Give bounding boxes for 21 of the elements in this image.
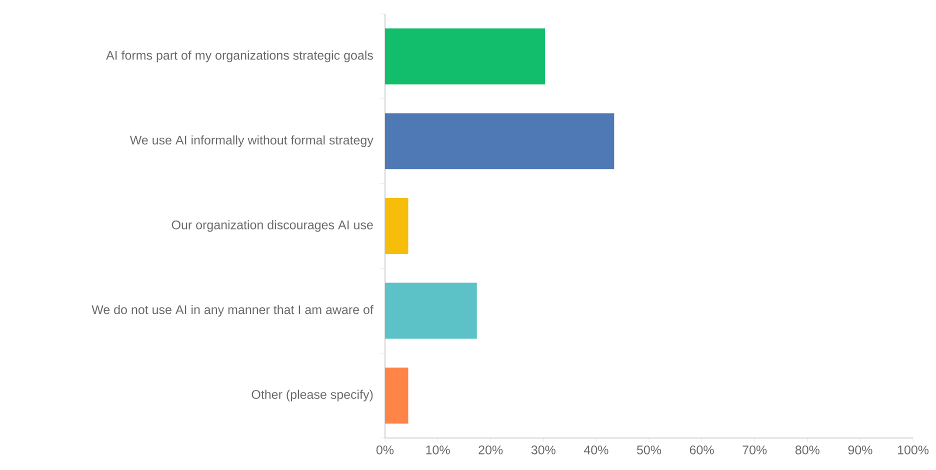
y-tick-label: We use AI informally without formal strategy [130, 135, 374, 148]
x-tick-label: 30% [531, 446, 556, 454]
x-tick-label: 80% [795, 446, 820, 454]
x-tick-label: 70% [742, 446, 767, 454]
x-tick-label: 60% [690, 446, 714, 454]
bar [385, 368, 408, 424]
x-tick-label: 90% [848, 446, 872, 454]
y-tick-label: Other (please specify) [252, 390, 373, 402]
x-tick-label: 40% [584, 446, 608, 454]
y-tick-label: AI forms part of my organizations strategic goals [106, 50, 373, 62]
x-tick-label: 50% [636, 446, 662, 454]
bar [385, 113, 614, 170]
x-tick-label: 100% [898, 446, 929, 454]
x-tick-label: 10% [426, 446, 450, 454]
bar [385, 28, 545, 84]
x-tick-label: 0% [376, 446, 394, 454]
x-tick-label: 20% [478, 446, 503, 454]
y-tick-label: We do not use AI in any manner that I am aware of [92, 304, 374, 317]
bar [385, 282, 477, 339]
y-tick-label: Our organization discourages AI use [172, 220, 373, 232]
bar [385, 198, 408, 254]
